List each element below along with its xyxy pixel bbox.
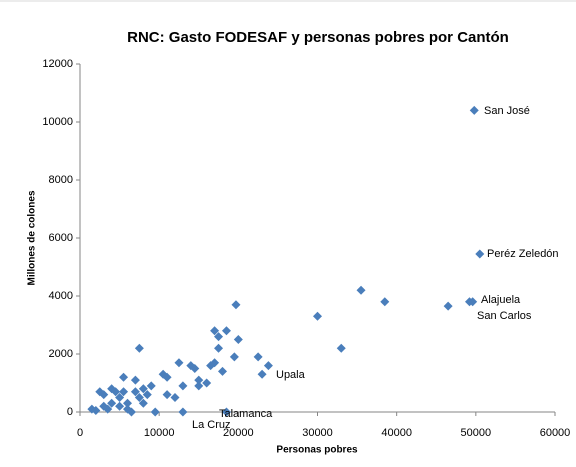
- data-point: [111, 387, 121, 397]
- annotation: San Carlos: [477, 310, 532, 322]
- data-point: [210, 326, 220, 336]
- data-point: [138, 384, 148, 394]
- data-point: [99, 390, 109, 400]
- data-point: [221, 407, 231, 417]
- data-point: [119, 387, 129, 397]
- data-point: [115, 393, 125, 402]
- data-point: [174, 358, 184, 368]
- data-point: [380, 297, 390, 307]
- data-point: [170, 393, 180, 402]
- y-tick-label: 4000: [49, 290, 73, 302]
- chart-title: RNC: Gasto FODESAF y personas pobres por…: [127, 29, 509, 46]
- y-tick-label: 2000: [49, 348, 73, 360]
- data-point: [123, 398, 132, 408]
- data-point: [356, 285, 366, 295]
- data-point: [138, 398, 148, 408]
- data-point: [257, 369, 267, 379]
- data-point: [146, 381, 156, 391]
- data-point: [202, 378, 212, 388]
- annotation: Peréz Zeledón: [487, 248, 559, 260]
- x-tick-label: 50000: [461, 427, 492, 439]
- data-point: [469, 105, 479, 115]
- data-point: [194, 375, 204, 385]
- x-axis-label: Personas pobres: [276, 445, 358, 456]
- data-point: [162, 372, 172, 382]
- data-point: [194, 381, 204, 391]
- data-point: [91, 406, 101, 416]
- x-tick-label: 10000: [144, 427, 175, 439]
- data-point: [229, 352, 239, 362]
- y-tick-label: 0: [67, 406, 73, 418]
- data-point: [214, 343, 224, 353]
- data-point: [107, 398, 117, 408]
- data-point: [210, 358, 220, 368]
- data-point: [162, 390, 172, 400]
- data-point: [190, 364, 200, 373]
- data-point: [178, 381, 188, 391]
- annotation: Alajuela: [481, 294, 521, 306]
- x-tick-label: 0: [77, 427, 83, 439]
- data-point: [134, 343, 144, 353]
- data-point: [475, 249, 485, 259]
- data-point: [103, 404, 113, 414]
- data-point: [214, 332, 224, 342]
- data-point: [126, 407, 136, 417]
- data-point: [313, 311, 322, 321]
- data-point: [263, 361, 273, 371]
- x-tick-label: 20000: [223, 427, 254, 439]
- data-point: [221, 326, 231, 336]
- x-tick-label: 60000: [540, 427, 571, 439]
- data-point: [119, 372, 129, 382]
- y-tick-label: 10000: [42, 116, 73, 128]
- data-point: [130, 387, 140, 397]
- data-point: [150, 407, 160, 417]
- annotation: Upala: [276, 369, 306, 381]
- y-tick-label: 6000: [49, 232, 73, 244]
- data-point: [115, 401, 125, 411]
- x-tick-label: 30000: [302, 427, 333, 439]
- data-point: [218, 366, 227, 376]
- data-point: [178, 407, 188, 417]
- data-point: [142, 390, 152, 400]
- y-tick-label: 12000: [42, 58, 73, 70]
- data-point: [233, 335, 243, 344]
- x-tick-label: 40000: [381, 427, 412, 439]
- data-point: [443, 301, 453, 311]
- data-point: [253, 352, 263, 362]
- y-axis-label: Millones de colones: [27, 190, 38, 285]
- data-point: [468, 297, 478, 307]
- annotation: San José: [484, 105, 530, 117]
- y-tick-label: 8000: [49, 174, 73, 186]
- data-point: [134, 393, 144, 402]
- annotation: La Cruz: [192, 419, 231, 431]
- annotation: Talamanca: [219, 408, 273, 420]
- data-point: [231, 300, 241, 310]
- data-point: [336, 343, 346, 353]
- data-point: [130, 375, 140, 385]
